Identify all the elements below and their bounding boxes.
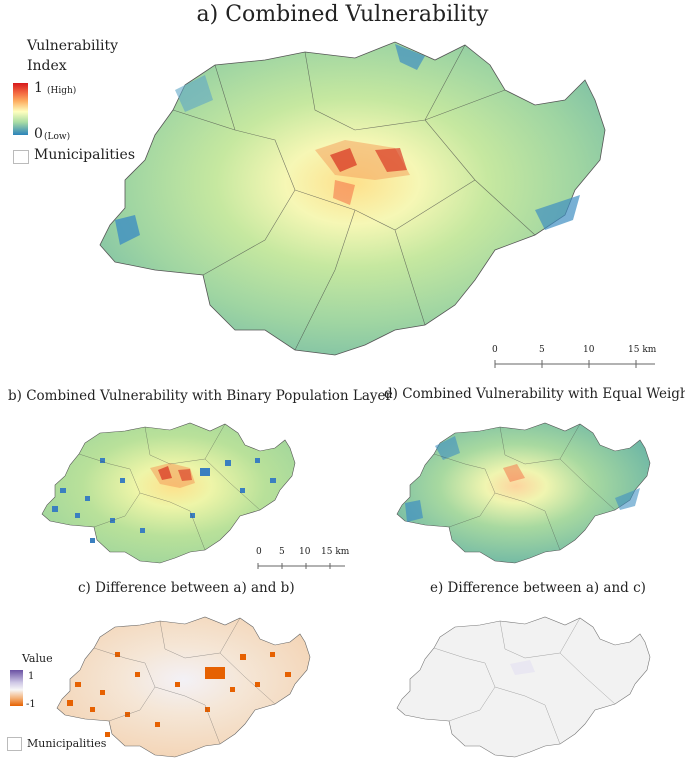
scale-tick-5: 5 — [539, 345, 545, 355]
scale-tick-10: 10 — [583, 345, 595, 355]
difference-color-ramp — [10, 670, 23, 706]
diff-legend-low: -1 — [26, 699, 36, 710]
small-scale-tick-5: 5 — [279, 547, 285, 557]
scale-tick-0: 0 — [492, 345, 498, 355]
legend-low-value: 0 — [34, 126, 43, 142]
scale-bar-main — [494, 360, 655, 368]
scale-bar-small — [257, 563, 345, 569]
panel-b-title: b) Combined Vulnerability with Binary Po… — [8, 388, 392, 404]
main-title: a) Combined Vulnerability — [196, 2, 489, 27]
diff-legend-title: Value — [22, 652, 53, 665]
small-scale-tick-15km: 15 km — [321, 547, 350, 557]
small-scale-tick-10: 10 — [299, 547, 311, 557]
diff-legend-high: 1 — [28, 671, 35, 682]
panel-d-title: d) Combined Vulnerability with Equal Wei… — [384, 386, 685, 402]
map-difference-a-b — [56, 616, 311, 758]
panel-c-title: c) Difference between a) and b) — [78, 580, 295, 596]
scale-tick-15km: 15 km — [628, 345, 657, 355]
legend-high-value: 1 — [34, 80, 43, 96]
vulnerability-color-ramp — [13, 83, 28, 135]
map-equal-weights — [396, 422, 651, 564]
small-scale-tick-0: 0 — [256, 547, 262, 557]
legend-title-line2: Index — [27, 58, 67, 74]
legend-title-line1: Vulnerability — [27, 38, 118, 54]
diff-municipalities-label: Municipalities — [27, 737, 107, 750]
map-binary-population — [41, 422, 296, 564]
map-difference-a-c — [396, 616, 651, 758]
diff-municipalities-swatch — [7, 737, 22, 751]
municipalities-swatch — [13, 150, 29, 164]
region-outline — [99, 41, 606, 356]
panel-e-title: e) Difference between a) and c) — [430, 580, 646, 596]
municipalities-legend-label: Municipalities — [34, 147, 136, 163]
map-combined-vulnerability — [99, 41, 606, 356]
legend-high-label: (High) — [47, 86, 77, 96]
legend-low-label: (Low) — [44, 132, 71, 142]
